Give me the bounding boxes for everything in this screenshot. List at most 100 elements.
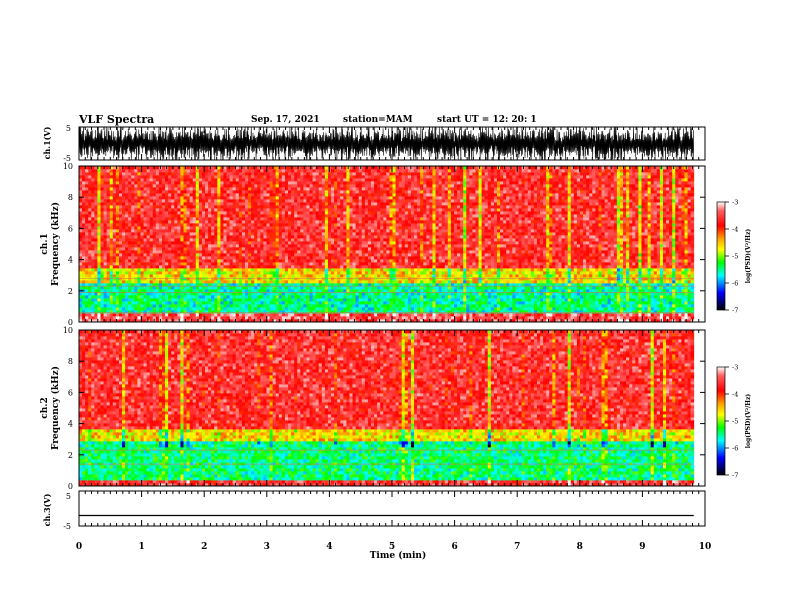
spectrogram-cell bbox=[241, 316, 246, 320]
spectrogram-cell bbox=[100, 235, 104, 239]
spectrogram-cell bbox=[201, 229, 206, 233]
spectrogram-cell bbox=[109, 226, 114, 230]
spectrogram-cell bbox=[294, 217, 298, 221]
spectrogram-cell bbox=[266, 262, 270, 266]
spectrogram-cell bbox=[297, 229, 301, 233]
spectrogram-cell bbox=[355, 214, 360, 218]
spectrogram-cell bbox=[161, 187, 166, 191]
spectrogram-cell bbox=[122, 229, 126, 233]
spectrogram-cell bbox=[106, 238, 111, 242]
spectrogram-cell bbox=[198, 274, 203, 278]
spectrogram-cell bbox=[303, 181, 307, 185]
spectrogram-cell bbox=[128, 229, 132, 233]
spectrogram-cell bbox=[168, 319, 172, 323]
spectrogram-cell bbox=[251, 280, 255, 284]
spectrogram-cell bbox=[217, 211, 221, 215]
spectrogram-cell bbox=[291, 268, 295, 272]
spectrogram-cell bbox=[180, 229, 184, 233]
spectrogram-cell bbox=[278, 262, 283, 266]
spectrogram-cell bbox=[318, 301, 323, 305]
spectrogram-cell bbox=[235, 214, 240, 218]
spectrogram-cell bbox=[275, 214, 280, 218]
spectrogram-cell bbox=[309, 241, 313, 245]
spectrogram-cell bbox=[152, 262, 157, 266]
spectrogram-cell bbox=[189, 295, 194, 299]
spectrogram-cell bbox=[91, 175, 95, 179]
spectrogram-cell bbox=[297, 211, 301, 215]
spectrogram-cell bbox=[321, 271, 326, 275]
spectrogram-cell bbox=[288, 220, 292, 224]
spectrogram-cell bbox=[266, 238, 270, 242]
spectrogram-cell bbox=[112, 172, 117, 176]
spectrogram-cell bbox=[324, 307, 329, 311]
spectrogram-cell bbox=[238, 244, 243, 248]
spectrogram-cell bbox=[303, 172, 307, 176]
spectrogram-cell bbox=[177, 286, 181, 290]
spectrogram-cell bbox=[331, 289, 335, 293]
spectrogram-cell bbox=[294, 277, 298, 281]
spectrogram-cell bbox=[337, 301, 341, 305]
spectrogram-cell bbox=[318, 217, 323, 221]
spectrogram-cell bbox=[180, 268, 184, 272]
spectrogram-cell bbox=[171, 298, 175, 302]
spectrogram-cell bbox=[122, 304, 126, 308]
spectrogram-cell bbox=[100, 277, 104, 281]
spectrogram-cell bbox=[321, 178, 326, 182]
spectrogram-cell bbox=[321, 268, 326, 272]
spectrogram-cell bbox=[128, 166, 132, 170]
spectrogram-cell bbox=[349, 172, 353, 176]
spectrogram-cell bbox=[263, 277, 267, 281]
spectrogram-cell bbox=[214, 301, 218, 305]
spectrogram-cell bbox=[165, 265, 169, 269]
spectrogram-cell bbox=[315, 208, 320, 212]
spectrogram-cell bbox=[312, 217, 317, 221]
spectrogram-cell bbox=[223, 259, 227, 263]
spectrogram-cell bbox=[180, 301, 184, 305]
spectrogram-cell bbox=[195, 292, 200, 296]
spectrogram-cell bbox=[321, 256, 326, 260]
spectrogram-cell bbox=[340, 238, 344, 242]
spectrogram-cell bbox=[168, 250, 172, 254]
spectrogram-cell bbox=[115, 169, 120, 173]
spectrogram-cell bbox=[226, 244, 231, 248]
spectrogram-cell bbox=[128, 211, 132, 215]
spectrogram-cell bbox=[134, 280, 138, 284]
spectrogram-cell bbox=[183, 271, 187, 275]
spectrogram-cell bbox=[103, 223, 108, 227]
spectrogram-cell bbox=[208, 202, 212, 206]
spectrogram-cell bbox=[306, 256, 310, 260]
spectrogram-cell bbox=[82, 295, 86, 299]
spectrogram-cell bbox=[118, 211, 123, 215]
spectrogram-cell bbox=[152, 211, 157, 215]
spectrogram-cell bbox=[327, 172, 332, 176]
spectrogram-cell bbox=[343, 289, 347, 293]
spectrogram-cell bbox=[149, 277, 154, 281]
spectrogram-cell bbox=[180, 238, 184, 242]
spectrogram-cell bbox=[312, 235, 317, 239]
spectrogram-cell bbox=[278, 178, 283, 182]
spectrogram-cell bbox=[82, 238, 86, 242]
spectrogram-cell bbox=[275, 310, 280, 314]
spectrogram-cell bbox=[189, 250, 194, 254]
spectrogram-cell bbox=[91, 187, 95, 191]
spectrogram-cell bbox=[355, 235, 360, 239]
spectrogram-cell bbox=[278, 301, 283, 305]
spectrogram-cell bbox=[334, 196, 338, 200]
spectrogram-cell bbox=[238, 313, 243, 317]
spectrogram-cell bbox=[232, 205, 237, 209]
spectrogram-cell bbox=[241, 277, 246, 281]
spectrogram-cell bbox=[192, 235, 197, 239]
spectrogram-cell bbox=[140, 244, 144, 248]
spectrogram-cell bbox=[284, 298, 289, 302]
spectrogram-cell bbox=[186, 271, 191, 275]
ch1-waveform-path bbox=[79, 127, 695, 160]
spectrogram-cell bbox=[180, 235, 184, 239]
spectrogram-cell bbox=[201, 277, 206, 281]
spectrogram-cell bbox=[235, 190, 240, 194]
spectrogram-cell bbox=[189, 169, 194, 173]
spectrogram-cell bbox=[306, 187, 310, 191]
spectrogram-cell bbox=[79, 172, 83, 176]
spectrogram-cell bbox=[192, 295, 197, 299]
spectrogram-cell bbox=[318, 304, 323, 308]
spectrogram-cell bbox=[260, 307, 264, 311]
